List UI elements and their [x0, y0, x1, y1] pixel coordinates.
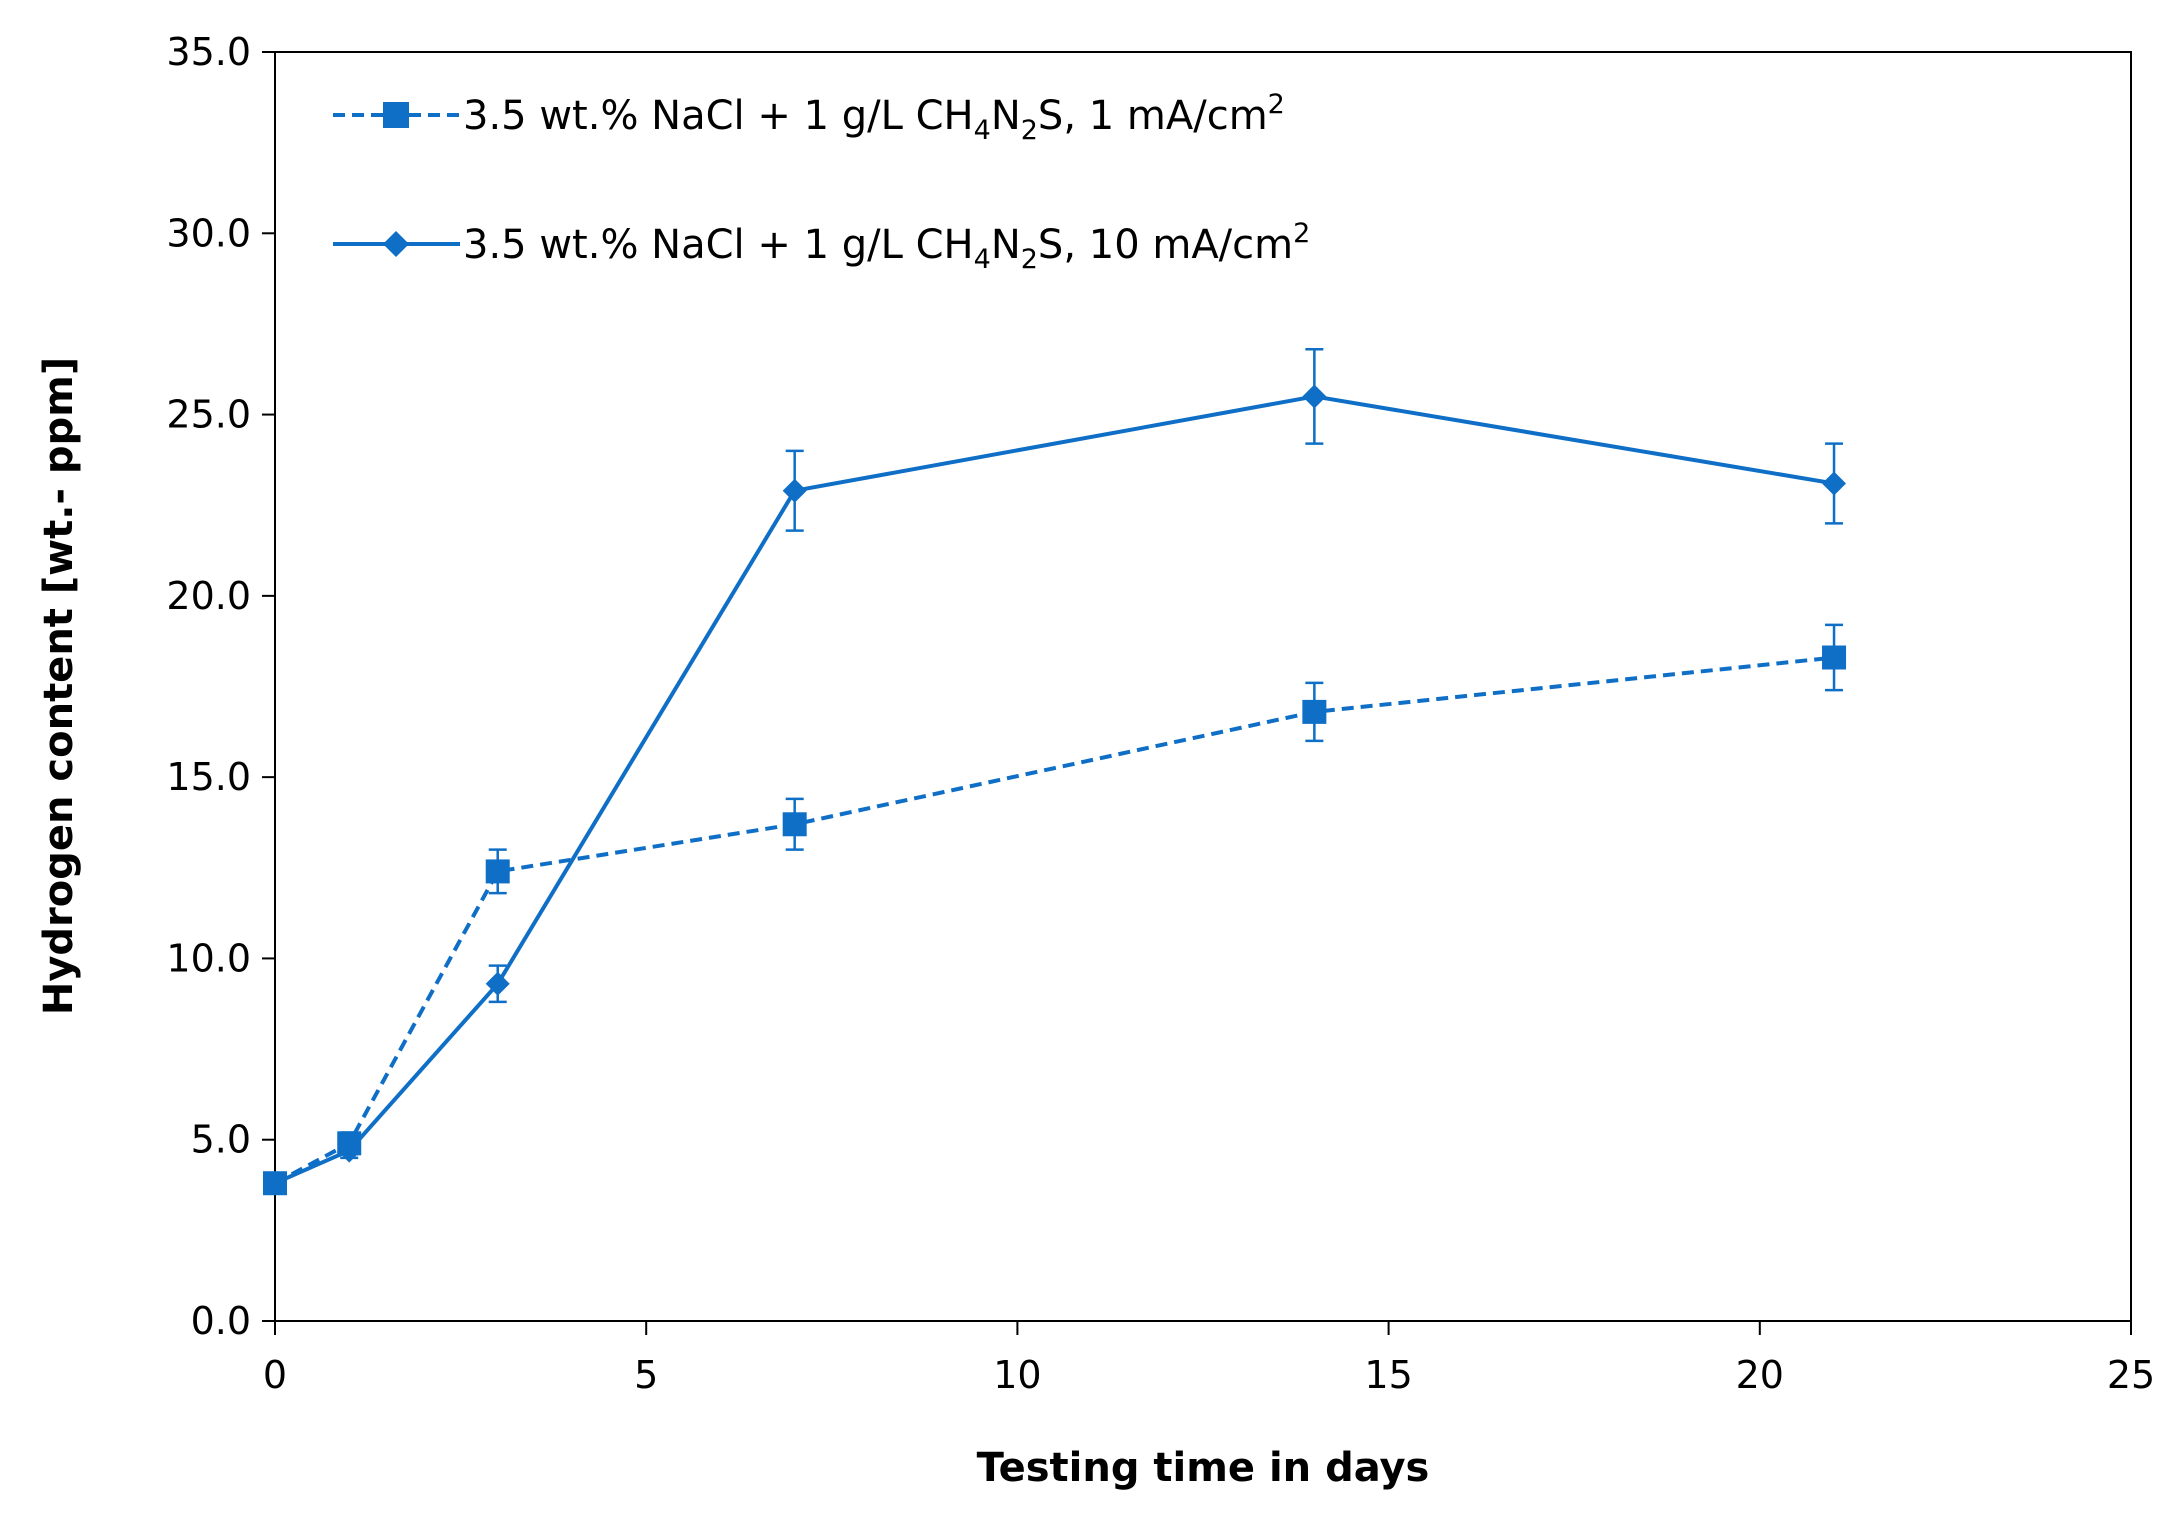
y-tick-label-30: 30.0: [166, 211, 251, 255]
series-1mA-point-3: [485, 859, 510, 884]
legend-label-1mA-sup-2: 2: [1268, 89, 1285, 120]
x-tick-label-25: 25: [2107, 1353, 2155, 1397]
y-tick-label-35: 35.0: [166, 30, 251, 74]
series-1mA-point-21: [1822, 645, 1847, 670]
series-10mA-line: [274, 394, 1835, 1186]
x-tick-label-20: 20: [1736, 1353, 1784, 1397]
series-1mA-point-14: [1302, 699, 1327, 724]
y-tick-label-10: 10.0: [166, 936, 251, 980]
series-10mA-point-21: [1822, 471, 1847, 496]
y-tick-label-5: 5.0: [191, 1118, 251, 1162]
legend-label-10mA-text: 3.5 wt.% NaCl + 1 g/L CH: [463, 222, 974, 268]
y-tick-label-25: 25.0: [166, 393, 251, 437]
series-10mA-point-1: [337, 1138, 362, 1163]
series-10mA: [263, 348, 1847, 1196]
legend-label-10mA-n: N: [991, 222, 1021, 268]
legend-label-10mA-sup-2: 2: [1293, 218, 1310, 249]
legend-label-1mA-n: N: [991, 93, 1021, 139]
legend-item-1mA: 3.5 wt.% NaCl + 1 g/L CH4N2S, 1 mA/cm2: [333, 89, 1285, 146]
legend-item-10mA: 3.5 wt.% NaCl + 1 g/L CH4N2S, 10 mA/cm2: [333, 218, 1310, 275]
x-axis-ticks: 0 5 10 15 20 25: [263, 1321, 2155, 1397]
legend-label-10mA-tail: S, 10 mA/cm: [1038, 222, 1293, 268]
x-tick-label-5: 5: [634, 1353, 658, 1397]
series-10mA-point-7: [782, 478, 807, 503]
y-axis-title: Hydrogen content [wt.- ppm]: [36, 357, 82, 1015]
legend-label-1mA-text: 3.5 wt.% NaCl + 1 g/L CH: [463, 93, 974, 139]
x-axis-title: Testing time in days: [977, 1445, 1430, 1491]
legend-label-1mA-tail: S, 1 mA/cm: [1038, 93, 1268, 139]
legend-label-1mA-sub-4: 4: [974, 115, 991, 146]
x-tick-label-15: 15: [1364, 1353, 1412, 1397]
series-10mA-point-14: [1302, 384, 1327, 409]
y-tick-label-15: 15.0: [166, 755, 251, 799]
legend-label-10mA: 3.5 wt.% NaCl + 1 g/L CH4N2S, 10 mA/cm2: [463, 218, 1310, 275]
legend-marker-diamond: [383, 231, 409, 257]
x-tick-label-0: 0: [263, 1353, 287, 1397]
legend-label-1mA: 3.5 wt.% NaCl + 1 g/L CH4N2S, 1 mA/cm2: [463, 89, 1285, 146]
x-tick-label-10: 10: [993, 1353, 1041, 1397]
legend: 3.5 wt.% NaCl + 1 g/L CH4N2S, 1 mA/cm2 3…: [333, 89, 1310, 275]
series-layer: [263, 348, 1847, 1196]
series-1mA-line: [274, 655, 1835, 1185]
legend-label-10mA-sub-2: 2: [1021, 244, 1038, 275]
legend-label-10mA-sub-4: 4: [974, 244, 991, 275]
series-10mA-point-3: [485, 971, 510, 996]
series-1mA-point-7: [782, 812, 807, 837]
legend-marker-square: [383, 102, 409, 128]
y-axis-ticks: 0.0 5.0 10.0 15.0 20.0 25.0 30.0 35.0: [166, 30, 275, 1343]
y-tick-label-20: 20.0: [166, 574, 251, 618]
series-10mA-point-0: [263, 1171, 287, 1196]
legend-label-1mA-sub-2: 2: [1021, 115, 1038, 146]
y-tick-label-0: 0.0: [191, 1299, 251, 1343]
plot-area: [274, 51, 2132, 1322]
